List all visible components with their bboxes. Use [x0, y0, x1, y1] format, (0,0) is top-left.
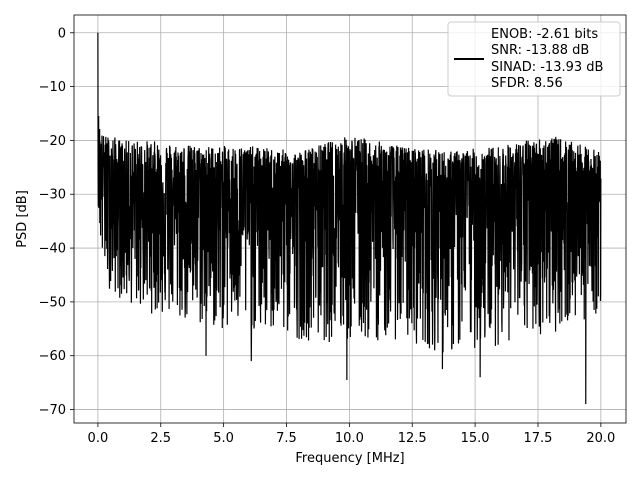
legend: ENOB: -2.61 bits SNR: -13.88 dB SINAD: -… [447, 21, 621, 97]
y-tick-label: −70 [39, 403, 66, 418]
x-tick-label: 17.5 [524, 431, 553, 446]
legend-entry-sfdr: SFDR: 8.56 [491, 76, 563, 91]
x-tick-label: 5.0 [213, 431, 234, 446]
x-tick-label: 20.0 [586, 431, 615, 446]
legend-entry-sinad: SINAD: -13.93 dB [491, 60, 603, 75]
y-tick-label: −20 [39, 134, 66, 149]
legend-entry-snr: SNR: -13.88 dB [491, 43, 589, 58]
axes-frame [73, 14, 627, 424]
x-tick-label: 2.5 [150, 431, 171, 446]
x-tick-label: 0.0 [88, 431, 109, 446]
plot-area [97, 32, 602, 405]
x-axis-label: Frequency [MHz] [295, 451, 404, 466]
y-tick-label: −60 [39, 349, 66, 364]
x-tick-label: 7.5 [276, 431, 297, 446]
legend-entry-enob: ENOB: -2.61 bits [491, 27, 598, 42]
psd-series-line [97, 32, 602, 405]
x-tick-label: 12.5 [398, 431, 427, 446]
y-tick-label: −40 [39, 242, 66, 257]
y-tick-label: −30 [39, 188, 66, 203]
x-tick-label: 15.0 [461, 431, 490, 446]
y-tick-label: −50 [39, 295, 66, 310]
x-tick-label: 10.0 [335, 431, 364, 446]
x-axis-ticks: 0.0 2.5 5.0 7.5 10.0 12.5 15.0 17.5 20.0 [88, 423, 615, 446]
y-tick-label: 0 [58, 26, 66, 41]
y-axis-label: PSD [dB] [15, 190, 30, 248]
legend-box [447, 21, 621, 97]
y-axis-ticks: 0 −10 −20 −30 −40 −50 −60 −70 [39, 26, 74, 418]
y-tick-label: −10 [39, 80, 66, 95]
